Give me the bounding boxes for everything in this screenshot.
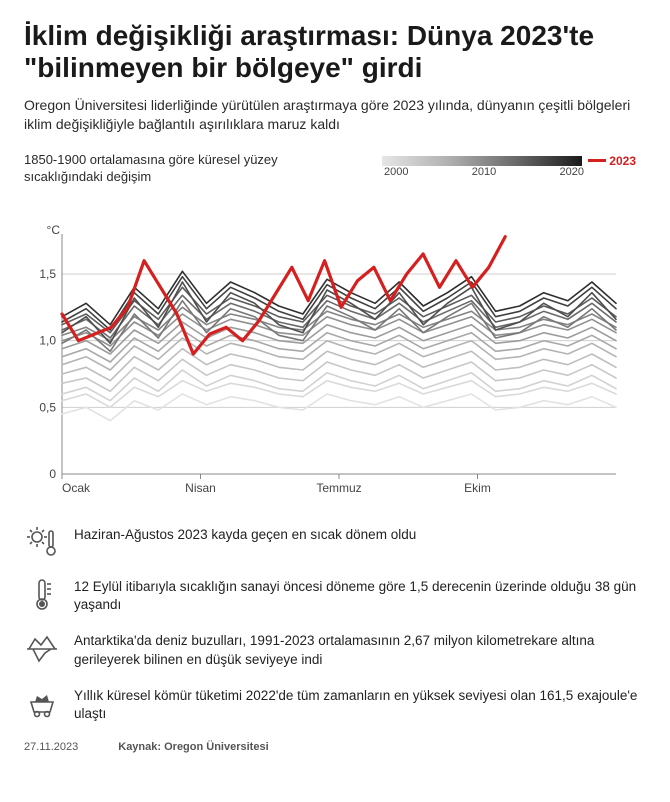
svg-text:Nisan: Nisan	[185, 481, 216, 495]
svg-text:Temmuz: Temmuz	[316, 481, 361, 495]
coal-cart-icon	[24, 685, 60, 721]
svg-text:0,5: 0,5	[39, 400, 56, 414]
gradient-bar	[382, 156, 582, 166]
bullet-item: Haziran-Ağustos 2023 kayda geçen en sıca…	[24, 524, 646, 560]
bullet-text: Haziran-Ağustos 2023 kayda geçen en sıca…	[74, 524, 416, 544]
footer-source: Kaynak: Oregon Üniversitesi	[118, 741, 268, 753]
subhead: Oregon Üniversitesi liderliğinde yürütül…	[24, 96, 646, 134]
headline: İklim değişikliği araştırması: Dünya 202…	[24, 20, 646, 84]
legend-year-label: 2010	[472, 166, 496, 178]
iceberg-icon	[24, 630, 60, 666]
svg-text:1,0: 1,0	[39, 334, 56, 348]
chart-block: 1850-1900 ortalamasına göre küresel yüze…	[24, 152, 646, 502]
svg-text:Ekim: Ekim	[464, 481, 491, 495]
footer-date: 27.11.2023	[24, 741, 78, 753]
svg-text:Ocak: Ocak	[62, 481, 91, 495]
legend-year-label: 2020	[560, 166, 584, 178]
bullet-list: Haziran-Ağustos 2023 kayda geçen en sıca…	[24, 524, 646, 723]
svg-text:°C: °C	[47, 223, 61, 237]
temperature-chart: 0 0,5 1,0 1,5 °C Ocak Nisan Temmuz Ekim	[24, 222, 624, 502]
bullet-item: Yıllık küresel kömür tüketimi 2022'de tü…	[24, 685, 646, 723]
legend-labels: 2000 2010 2020	[384, 166, 584, 178]
legend-2023: 2023	[588, 152, 636, 170]
bullet-item: Antarktika'da deniz buzulları, 1991-2023…	[24, 630, 646, 668]
legend-year-label: 2000	[384, 166, 408, 178]
bullet-item: 12 Eylül itibarıyla sıcaklığın sanayi ön…	[24, 576, 646, 614]
bullet-text: 12 Eylül itibarıyla sıcaklığın sanayi ön…	[74, 576, 646, 614]
svg-text:0: 0	[49, 467, 56, 481]
footer: 27.11.2023 Kaynak: Oregon Üniversitesi	[24, 741, 646, 753]
thermometer-icon	[24, 576, 60, 612]
svg-text:1,5: 1,5	[39, 267, 56, 281]
chart-subtitle: 1850-1900 ortalamasına göre küresel yüze…	[24, 152, 324, 186]
bullet-text: Yıllık küresel kömür tüketimi 2022'de tü…	[74, 685, 646, 723]
bullet-text: Antarktika'da deniz buzulları, 1991-2023…	[74, 630, 646, 668]
sun-thermometer-icon	[24, 524, 60, 560]
